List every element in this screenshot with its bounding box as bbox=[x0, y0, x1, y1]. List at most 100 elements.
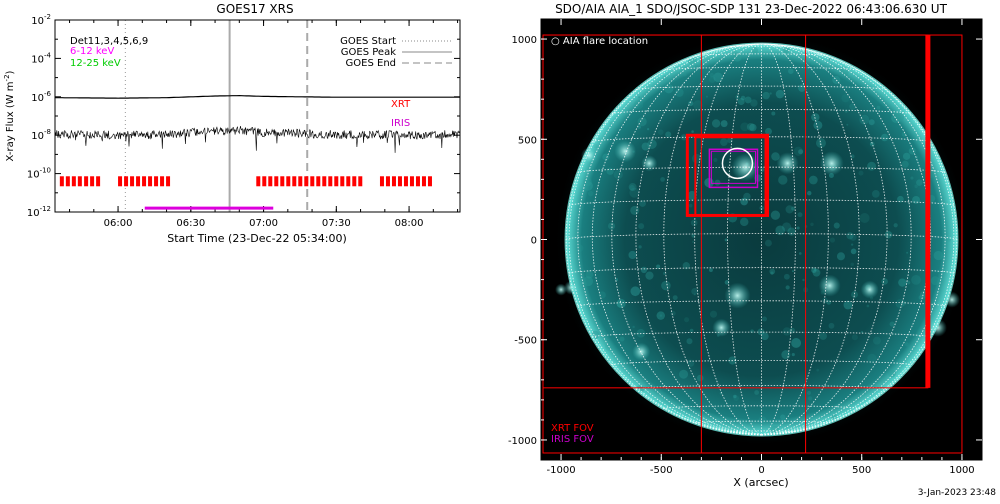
xrt-coverage-mark bbox=[403, 176, 408, 187]
coronal-texture bbox=[872, 336, 881, 345]
coronal-texture bbox=[694, 64, 699, 68]
xrt-coverage-mark bbox=[136, 176, 141, 187]
coronal-texture bbox=[810, 222, 814, 227]
coronal-texture bbox=[846, 232, 854, 240]
coronal-texture bbox=[656, 311, 665, 320]
coronal-texture bbox=[724, 238, 728, 242]
coronal-texture bbox=[691, 233, 696, 238]
coronal-texture bbox=[587, 190, 594, 197]
coronal-texture bbox=[737, 97, 745, 106]
xrt-coverage-mark bbox=[391, 176, 396, 187]
coronal-texture bbox=[598, 291, 606, 299]
coronal-texture bbox=[672, 295, 678, 301]
legend-goes-start: GOES Start bbox=[340, 36, 396, 47]
xrt-coverage-mark bbox=[280, 176, 285, 187]
coronal-texture bbox=[666, 295, 669, 298]
coronal-texture bbox=[849, 233, 857, 241]
coronal-texture bbox=[859, 212, 870, 223]
coronal-texture bbox=[822, 297, 828, 304]
coronal-texture bbox=[661, 280, 671, 291]
longitude-line bbox=[568, 43, 762, 436]
coronal-texture bbox=[868, 119, 875, 126]
coronal-texture bbox=[730, 55, 733, 58]
coronal-texture bbox=[630, 286, 641, 297]
coronal-texture bbox=[911, 274, 921, 285]
longitude-line bbox=[761, 43, 796, 436]
coronal-texture bbox=[814, 268, 817, 271]
coronal-texture bbox=[836, 252, 845, 261]
active-region bbox=[818, 274, 841, 297]
xrt-coverage-mark bbox=[286, 176, 291, 187]
coronal-texture bbox=[683, 73, 687, 77]
xrt-coverage-mark bbox=[96, 176, 101, 187]
longitude-line bbox=[611, 43, 762, 436]
flare-location-symbol: ○ bbox=[551, 36, 563, 47]
coronal-texture bbox=[740, 197, 748, 206]
coronal-texture bbox=[829, 237, 836, 243]
aia-image bbox=[542, 32, 969, 454]
coronal-texture bbox=[816, 269, 820, 272]
coronal-texture bbox=[688, 203, 693, 208]
coronal-texture bbox=[893, 223, 898, 228]
xrt-coverage-mark bbox=[415, 176, 420, 187]
goes-x-tick-label: 07:00 bbox=[249, 218, 278, 229]
xrt-fov-label: XRT FOV bbox=[551, 423, 594, 434]
coronal-texture bbox=[798, 252, 802, 255]
coronal-texture bbox=[869, 141, 875, 147]
aia-x-tick-label: -1000 bbox=[547, 465, 576, 476]
coronal-texture bbox=[749, 123, 757, 132]
xrt-coverage-mark bbox=[77, 176, 82, 187]
coronal-texture bbox=[750, 99, 758, 107]
legend-12-25kev: 12-25 keV bbox=[70, 58, 121, 69]
xrt-coverage-mark bbox=[292, 176, 297, 187]
coronal-texture bbox=[850, 262, 855, 267]
xrt-coverage-mark bbox=[84, 176, 89, 187]
coronal-texture bbox=[687, 359, 695, 367]
goes-y-tick-label: 10-12 bbox=[27, 205, 51, 219]
longitude-line bbox=[761, 43, 932, 436]
aia-x-tick-label: 500 bbox=[852, 465, 871, 476]
coronal-texture bbox=[808, 175, 818, 185]
coronal-texture bbox=[593, 143, 598, 149]
xrt-coverage-mark bbox=[160, 176, 165, 187]
goes-y-axis-label: X-ray Flux (W m-2) bbox=[3, 70, 16, 161]
coronal-texture bbox=[616, 300, 623, 307]
aia-x-tick-label: -500 bbox=[650, 465, 673, 476]
xrt-coverage-mark bbox=[340, 176, 345, 187]
coronal-texture bbox=[709, 310, 718, 318]
goes-x-tick-label: 06:30 bbox=[176, 218, 205, 229]
coronal-texture bbox=[613, 169, 623, 180]
coronal-texture bbox=[689, 328, 694, 333]
coronal-texture bbox=[889, 321, 895, 327]
aia-axes: -1000 -500 0 500 1000 -1000 -500 0 500 1000 bbox=[508, 19, 982, 476]
coronal-texture bbox=[785, 285, 790, 290]
latitude-line bbox=[694, 420, 829, 424]
coronal-texture bbox=[798, 149, 804, 155]
coronal-texture bbox=[782, 327, 792, 336]
coronal-texture bbox=[602, 153, 610, 161]
coronal-texture bbox=[691, 130, 694, 133]
coronal-texture bbox=[662, 75, 669, 82]
coronal-texture bbox=[638, 223, 645, 230]
coronal-texture bbox=[791, 338, 802, 348]
coronal-texture bbox=[778, 175, 788, 185]
coronal-texture bbox=[750, 329, 754, 334]
coronal-texture bbox=[740, 122, 750, 132]
coronal-texture bbox=[585, 270, 594, 279]
xrt-coverage-mark bbox=[427, 176, 432, 187]
coronal-texture bbox=[841, 94, 850, 103]
coronal-texture bbox=[616, 298, 626, 309]
coronal-texture bbox=[751, 47, 759, 54]
coronal-texture bbox=[816, 368, 820, 372]
coronal-texture bbox=[658, 129, 664, 135]
xrt-coverage-mark bbox=[130, 176, 135, 187]
longitude-line bbox=[727, 43, 762, 436]
coronal-texture bbox=[867, 161, 877, 171]
coronal-texture bbox=[780, 414, 786, 420]
coronal-texture bbox=[807, 390, 811, 395]
coronal-texture bbox=[908, 147, 916, 155]
aia-x-tick-label: 1000 bbox=[949, 465, 974, 476]
coronal-texture bbox=[760, 332, 769, 341]
coronal-texture bbox=[917, 139, 923, 145]
xrt-fov-small-inner bbox=[694, 136, 767, 217]
